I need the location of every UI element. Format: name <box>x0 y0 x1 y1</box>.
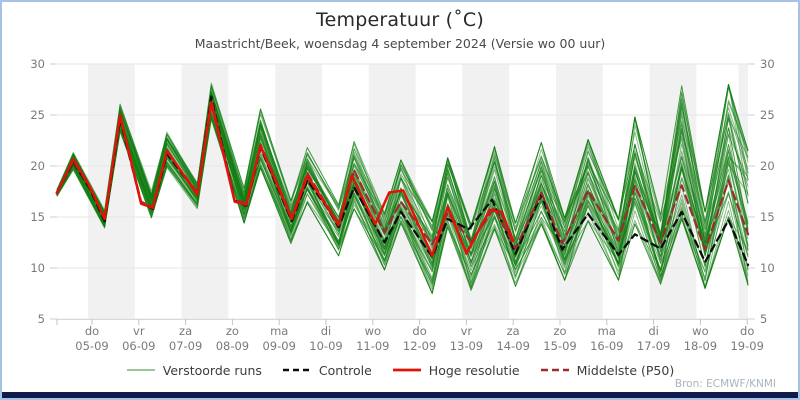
ensemble-run-line <box>56 100 749 282</box>
x-axis-date-label: 15-09 <box>543 339 576 353</box>
hoge-resolutie-line <box>55 101 515 258</box>
legend-label: Verstoorde runs <box>162 362 262 378</box>
x-axis-day-label: zo <box>226 324 239 338</box>
x-axis-day-label: za <box>507 324 520 338</box>
legend-label: Controle <box>318 362 372 378</box>
x-axis-date-label: 08-09 <box>216 339 249 353</box>
x-axis-day-label: ma <box>598 324 616 338</box>
x-axis-date-label: 10-09 <box>309 339 342 353</box>
x-axis-date-label: 18-09 <box>684 339 717 353</box>
y-axis-label-right: 5 <box>760 312 767 326</box>
legend-label: Hoge resolutie <box>428 362 520 378</box>
x-axis-day-label: di <box>321 324 332 338</box>
x-axis-day-label: za <box>179 324 192 338</box>
ensemble-run-line <box>56 92 749 243</box>
x-axis-date-label: 12-09 <box>403 339 436 353</box>
x-axis-date-label: 09-09 <box>262 339 295 353</box>
bottom-accent-bar <box>2 392 798 398</box>
x-axis-date-label: 05-09 <box>75 339 108 353</box>
x-axis-date-label: 14-09 <box>496 339 529 353</box>
ensemble-run-line <box>56 83 749 244</box>
y-axis-label-right: 30 <box>760 57 775 71</box>
ensemble-run-line <box>56 99 749 273</box>
y-axis-label-left: 20 <box>30 159 45 173</box>
x-axis-day-label: wo <box>692 324 708 338</box>
legend-line-swatch <box>126 369 155 371</box>
y-axis-label-left: 30 <box>30 57 45 71</box>
ensemble-run-line <box>56 116 749 289</box>
legend-line-swatch <box>282 368 311 372</box>
y-axis-label-left: 10 <box>30 261 45 275</box>
ensemble-run-line <box>56 117 749 294</box>
y-axis-label-left: 5 <box>38 312 45 326</box>
x-axis-date-label: 13-09 <box>450 339 483 353</box>
x-axis-day-label: di <box>648 324 659 338</box>
x-axis-day-label: do <box>412 324 426 338</box>
y-axis-label-left: 25 <box>30 108 45 122</box>
chart-legend: Verstoorde runs Controle Hoge resolutie Mid… <box>2 359 798 381</box>
x-axis-day-label: do <box>85 324 99 338</box>
source-credit: Bron: ECMWF/KNMI <box>674 378 776 390</box>
day-shading-band <box>738 64 748 319</box>
x-axis-day-label: do <box>740 324 754 338</box>
x-axis-date-label: 17-09 <box>637 339 670 353</box>
y-axis-label-right: 15 <box>760 210 775 224</box>
x-axis-day-label: wo <box>365 324 381 338</box>
x-axis-day-label: vr <box>133 324 145 338</box>
ensemble-run-line <box>56 85 749 239</box>
legend-line-swatch <box>392 368 421 372</box>
day-shading-band <box>88 64 135 319</box>
chart-subtitle: Maastricht/Beek, woensdag 4 september 20… <box>194 36 606 51</box>
x-axis-day-label: zo <box>553 324 566 338</box>
legend-item-hoge-resolutie: Hoge resolutie <box>392 363 520 378</box>
x-axis-date-label: 11-09 <box>356 339 389 353</box>
x-axis-day-label: ma <box>270 324 288 338</box>
y-axis-label-right: 25 <box>760 108 775 122</box>
legend-line-swatch <box>540 368 569 372</box>
legend-item-controle: Controle <box>282 363 372 378</box>
legend-label: Middelste (P50) <box>576 362 675 378</box>
ensemble-run-line <box>56 92 749 254</box>
x-axis-date-label: 16-09 <box>590 339 623 353</box>
y-axis-label-left: 15 <box>30 210 45 224</box>
legend-item-verstoorde-runs: Verstoorde runs <box>126 363 262 378</box>
chart-title: Temperatuur (˚C) <box>316 9 484 31</box>
middelste-p50--line <box>55 98 750 251</box>
x-axis-date-label: 07-09 <box>169 339 202 353</box>
x-axis-day-label: vr <box>461 324 473 338</box>
x-axis-date-label: 06-09 <box>122 339 155 353</box>
x-axis-date-label: 19-09 <box>730 339 763 353</box>
y-axis-label-right: 20 <box>760 159 775 173</box>
legend-item-middelste-p50-: Middelste (P50) <box>540 362 675 378</box>
y-axis-label-right: 10 <box>760 261 775 275</box>
